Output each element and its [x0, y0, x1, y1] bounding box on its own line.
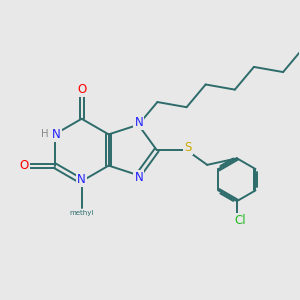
Text: N: N [77, 173, 86, 186]
Text: S: S [184, 141, 192, 154]
Text: O: O [20, 159, 29, 172]
Text: N: N [52, 128, 61, 141]
Text: H: H [40, 129, 48, 140]
Text: methyl: methyl [70, 210, 94, 216]
Text: N: N [135, 171, 143, 184]
Text: Cl: Cl [235, 214, 246, 227]
Text: N: N [135, 116, 143, 129]
Text: O: O [77, 82, 86, 96]
